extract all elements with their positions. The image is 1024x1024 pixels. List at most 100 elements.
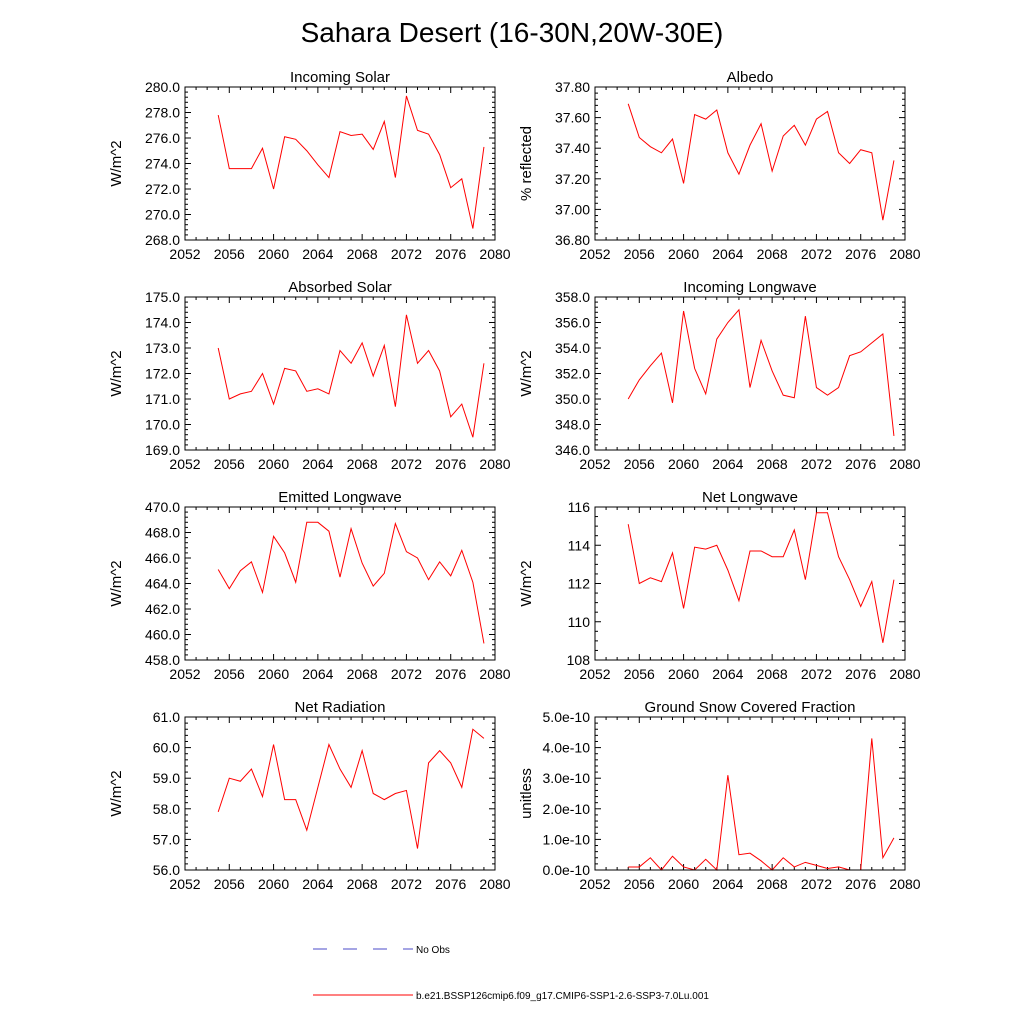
y-tick-label: 354.0 — [555, 340, 590, 356]
y-tick-label: 59.0 — [153, 770, 180, 786]
x-tick-label: 2080 — [889, 456, 920, 472]
y-tick-label: 174.0 — [145, 315, 180, 331]
panel-net-radiation: Net Radiation W/m^2 2052 2056 2060 2064 2068 20… — [108, 699, 511, 892]
y-tick-label: 37.80 — [555, 79, 590, 95]
panel-ground-snow-covered-fraction: Ground Snow Covered Fraction unitless 2052… — [518, 699, 921, 892]
y-tick-label: 2.0e-10 — [543, 801, 591, 817]
x-tick-label: 2068 — [757, 876, 788, 892]
x-tick-label: 2056 — [214, 876, 245, 892]
plot-frame — [184, 296, 496, 451]
x-tick-label: 2056 — [214, 456, 245, 472]
x-tick-label: 2068 — [757, 246, 788, 262]
y-tick-label: 270.0 — [145, 207, 180, 223]
x-tick-label: 2076 — [845, 456, 876, 472]
y-tick-label: 458.0 — [145, 652, 180, 668]
y-tick-label: 61.0 — [153, 709, 180, 725]
legend: No Obs b.e21.BSSP126cmip6.f09_g17.CMIP6-… — [313, 945, 709, 1002]
x-tick-label: 2064 — [712, 456, 743, 472]
y-axis-label: W/m^2 — [108, 560, 125, 606]
y-tick-label: 462.0 — [145, 601, 180, 617]
x-tick-label: 2076 — [435, 246, 466, 262]
x-tick-label: 2052 — [579, 456, 610, 472]
plot-frame — [184, 716, 496, 871]
y-tick-label: 37.00 — [555, 201, 590, 217]
y-tick-label: 116 — [568, 499, 591, 515]
x-tick-label: 2072 — [391, 246, 422, 262]
x-tick-label: 2052 — [169, 876, 200, 892]
panel-albedo: Albedo % reflected 2052 2056 2060 2064 2068 207… — [518, 69, 921, 262]
x-tick-label: 2072 — [801, 456, 832, 472]
panel-title: Albedo — [727, 69, 774, 86]
y-tick-label: 108 — [567, 652, 591, 668]
y-tick-label: 112 — [568, 576, 591, 592]
y-tick-label: 278.0 — [145, 105, 180, 121]
plot-frame — [594, 716, 906, 871]
x-tick-label: 2056 — [214, 666, 245, 682]
x-tick-label: 2052 — [579, 246, 610, 262]
x-tick-label: 2080 — [479, 666, 510, 682]
panel-title: Net Radiation — [295, 699, 386, 716]
x-tick-label: 2060 — [668, 666, 699, 682]
y-tick-label: 466.0 — [145, 550, 180, 566]
y-tick-label: 1.0e-10 — [543, 831, 591, 847]
y-tick-label: 464.0 — [145, 576, 180, 592]
y-tick-label: 175.0 — [145, 289, 180, 305]
y-tick-label: 169.0 — [145, 442, 180, 458]
plot-frame — [184, 506, 496, 661]
series-line — [217, 314, 485, 438]
plot-frame — [184, 86, 496, 241]
x-tick-label: 2060 — [668, 246, 699, 262]
y-tick-label: 348.0 — [555, 417, 590, 433]
y-tick-label: 56.0 — [153, 862, 180, 878]
y-tick-label: 5.0e-10 — [543, 709, 591, 725]
y-tick-label: 173.0 — [145, 340, 180, 356]
panel-title: Incoming Solar — [290, 69, 390, 86]
y-tick-label: 276.0 — [145, 130, 180, 146]
x-tick-label: 2068 — [757, 456, 788, 472]
plot-frame — [594, 296, 906, 451]
x-tick-label: 2060 — [258, 246, 289, 262]
x-tick-label: 2080 — [889, 246, 920, 262]
x-tick-label: 2068 — [347, 246, 378, 262]
series-line — [627, 103, 895, 221]
y-axis-label: W/m^2 — [108, 350, 125, 396]
x-tick-label: 2052 — [169, 246, 200, 262]
figure-title: Sahara Desert (16-30N,20W-30E) — [301, 17, 724, 48]
x-tick-label: 2056 — [214, 246, 245, 262]
x-tick-label: 2076 — [845, 876, 876, 892]
series-line — [217, 728, 485, 849]
x-tick-label: 2056 — [624, 246, 655, 262]
x-tick-label: 2076 — [435, 876, 466, 892]
plot-frame — [594, 86, 906, 241]
panel-title: Absorbed Solar — [288, 279, 391, 296]
x-tick-label: 2068 — [347, 456, 378, 472]
x-tick-label: 2064 — [302, 666, 333, 682]
x-tick-label: 2080 — [889, 876, 920, 892]
y-axis-label: W/m^2 — [518, 350, 535, 396]
x-tick-label: 2060 — [668, 876, 699, 892]
y-axis-label: unitless — [518, 768, 535, 819]
y-tick-label: 37.60 — [555, 110, 590, 126]
y-tick-label: 356.0 — [555, 315, 590, 331]
x-tick-label: 2056 — [624, 666, 655, 682]
x-tick-label: 2060 — [258, 876, 289, 892]
panel-incoming-solar: Incoming Solar W/m^2 2052 2056 2060 2064 2068 2… — [108, 69, 511, 262]
x-tick-label: 2064 — [302, 456, 333, 472]
y-tick-label: 4.0e-10 — [543, 740, 591, 756]
x-tick-label: 2060 — [258, 456, 289, 472]
y-tick-label: 170.0 — [145, 417, 180, 433]
x-tick-label: 2072 — [801, 666, 832, 682]
x-tick-label: 2064 — [712, 246, 743, 262]
y-tick-label: 0.0e-10 — [543, 862, 591, 878]
x-tick-label: 2064 — [712, 666, 743, 682]
series-line — [627, 512, 895, 643]
x-tick-label: 2072 — [801, 876, 832, 892]
y-axis-label: W/m^2 — [108, 140, 125, 186]
y-tick-label: 470.0 — [145, 499, 180, 515]
panel-title: Emitted Longwave — [278, 489, 401, 506]
x-tick-label: 2052 — [579, 666, 610, 682]
y-tick-label: 171.0 — [145, 391, 180, 407]
y-tick-label: 352.0 — [555, 366, 590, 382]
series-line — [627, 308, 895, 437]
